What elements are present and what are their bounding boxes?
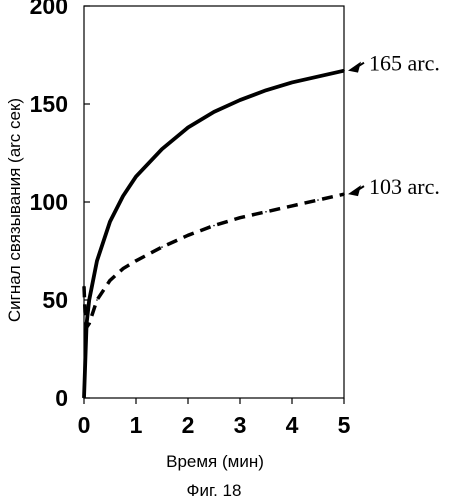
series-point: [213, 225, 215, 227]
y-tick-label: 0: [55, 385, 68, 411]
series-point: [343, 70, 345, 72]
annotation-arrow-head: [348, 185, 361, 196]
y-axis-title: Сигнал связывания (arc сек): [5, 98, 24, 322]
y-tick-label: 200: [30, 0, 68, 19]
series-point: [109, 221, 111, 223]
series-point: [161, 246, 163, 248]
series-point: [86, 327, 88, 329]
series-point: [96, 260, 98, 262]
series-point: [317, 76, 319, 78]
series-point: [109, 280, 111, 282]
annotation-label: 165 arc.: [369, 51, 440, 76]
series-point: [122, 195, 124, 197]
series-point: [291, 205, 293, 207]
series-point: [317, 199, 319, 201]
x-tick-label: 4: [286, 412, 299, 438]
x-axis-ticks: 0 1 2 3 4 5: [78, 398, 351, 438]
series-layer: [83, 70, 345, 399]
series-point: [83, 285, 85, 287]
series-point: [187, 235, 189, 237]
annotation-label: 103 arc.: [369, 174, 440, 199]
x-axis-title: Время (мин): [166, 452, 264, 471]
x-tick-label: 5: [338, 412, 351, 438]
series-point: [122, 268, 124, 270]
series-line-solid: [84, 71, 344, 398]
series-line-dashed: [84, 194, 344, 327]
y-tick-label: 100: [30, 189, 68, 215]
y-tick-label: 150: [30, 91, 68, 117]
series-point: [135, 176, 137, 178]
series-point: [83, 397, 85, 399]
series-point: [84, 311, 86, 313]
x-tick-label: 1: [130, 412, 143, 438]
annotation-arrow-head: [348, 62, 361, 73]
series-point: [343, 193, 345, 195]
x-tick-label: 3: [234, 412, 247, 438]
series-point: [88, 299, 90, 301]
x-tick-label: 0: [78, 412, 91, 438]
annotations: 165 arc. 103 arc.: [348, 51, 440, 199]
series-point: [265, 211, 267, 213]
x-tick-label: 2: [182, 412, 195, 438]
series-point: [291, 82, 293, 84]
series-point: [239, 217, 241, 219]
y-tick-label: 50: [42, 287, 68, 313]
series-point: [161, 148, 163, 150]
series-point: [88, 323, 90, 325]
series-point: [135, 260, 137, 262]
series-point: [96, 299, 98, 301]
series-point: [239, 99, 241, 101]
y-axis-ticks: 0 50 100 150 200: [30, 0, 90, 411]
figure-caption: Фиг. 18: [187, 481, 242, 500]
series-point: [187, 127, 189, 129]
series-point: [213, 111, 215, 113]
series-point: [265, 89, 267, 91]
